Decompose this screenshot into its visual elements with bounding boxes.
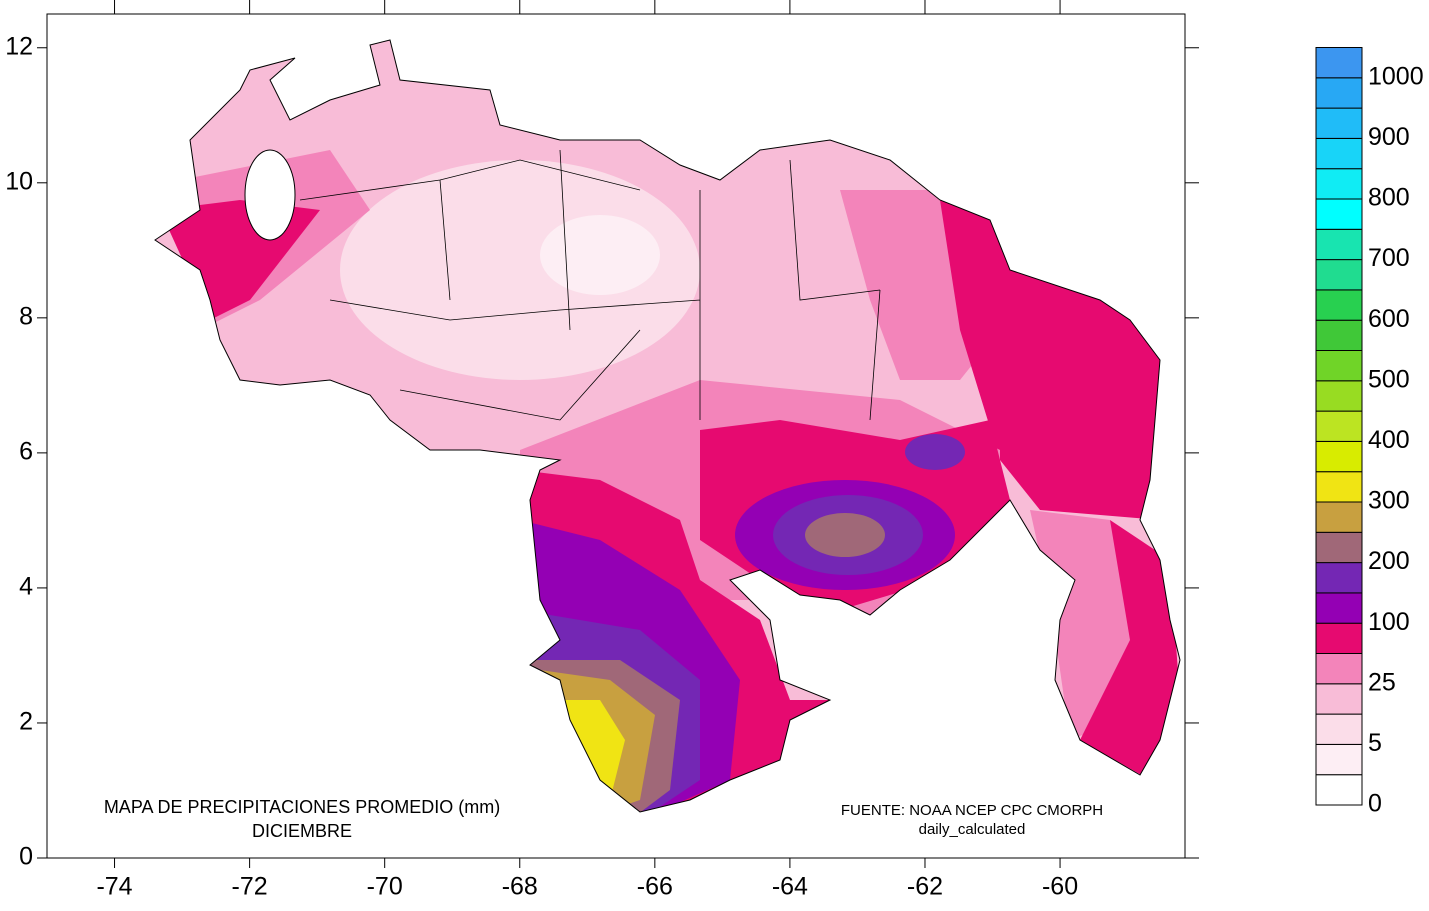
country-border (154, 39, 1181, 813)
legend-band (1315, 531, 1363, 564)
legend-label: 0 (1368, 790, 1382, 818)
y-tick-label: 8 (19, 302, 33, 330)
legend-band (1315, 137, 1363, 170)
legend-label: 500 (1368, 365, 1410, 393)
map-title: MAPA DE PRECIPITACIONES PROMEDIO (mm) (104, 797, 500, 817)
state-borders (299, 149, 881, 421)
legend-label: 700 (1368, 244, 1410, 272)
y-tick-label: 4 (19, 573, 33, 601)
legend-band (1315, 743, 1363, 776)
legend-band (1315, 107, 1363, 139)
field-100-south-east (1080, 520, 1180, 780)
legend-band (1315, 168, 1363, 200)
legend-band (1315, 289, 1363, 321)
y-tick-label: 2 (19, 708, 33, 736)
y-tick-label: 0 (19, 843, 33, 871)
field-600-south-west (560, 700, 625, 800)
field-100-east (940, 200, 1170, 520)
x-tick-label: -66 (637, 873, 673, 901)
x-tick-label: -62 (907, 873, 943, 901)
field-400-center (805, 513, 885, 557)
legend-label: 800 (1368, 184, 1410, 212)
precipitation-field (155, 40, 1180, 812)
y-tick-label: 10 (5, 167, 33, 195)
x-tick-label: -64 (772, 873, 808, 901)
legend-label: 600 (1368, 305, 1410, 333)
x-tick-label: -70 (367, 873, 403, 901)
field-0 (540, 215, 660, 295)
legend-band (1315, 471, 1363, 503)
legend-band (1315, 77, 1363, 109)
legend-band (1315, 592, 1363, 624)
legend-label: 5 (1368, 729, 1382, 757)
legend-band (1315, 198, 1363, 230)
source: FUENTE: NOAA NCEP CPC CMORPH (841, 802, 1103, 819)
x-tick-label: -68 (502, 873, 538, 901)
legend-band (1315, 713, 1363, 745)
legend-band (1315, 622, 1363, 655)
lake-border (244, 149, 296, 241)
legend-band (1315, 259, 1363, 291)
legend-band (1315, 653, 1363, 685)
legend-label: 400 (1368, 426, 1410, 454)
legend-band (1315, 47, 1363, 79)
legend-band (1315, 683, 1363, 715)
y-tick-label: 6 (19, 437, 33, 465)
legend-band (1315, 228, 1363, 261)
field-5 (340, 160, 700, 380)
legend-label: 300 (1368, 487, 1410, 515)
legend-band (1315, 440, 1363, 473)
legend-band (1315, 319, 1363, 352)
legend-label: 900 (1368, 123, 1410, 151)
legend-band (1315, 380, 1363, 412)
legend-band (1315, 774, 1363, 806)
field-200-north (905, 434, 965, 470)
legend-band (1315, 410, 1363, 442)
source-detail: daily_calculated (919, 821, 1026, 838)
legend-label: 200 (1368, 547, 1410, 575)
map-frame (46, 13, 1186, 859)
x-tick-label: -60 (1042, 873, 1078, 901)
legend-label: 1000 (1368, 62, 1424, 90)
x-tick-label: -74 (96, 873, 132, 901)
legend-label: 100 (1368, 608, 1410, 636)
map-subtitle: DICIEMBRE (252, 821, 352, 841)
legend-label: 25 (1368, 668, 1396, 696)
x-tick-label: -72 (232, 873, 268, 901)
legend-band (1315, 501, 1363, 533)
legend-band (1315, 562, 1363, 594)
y-tick-label: 12 (5, 32, 33, 60)
lake-maracaibo (245, 150, 295, 240)
legend-band (1315, 350, 1363, 382)
